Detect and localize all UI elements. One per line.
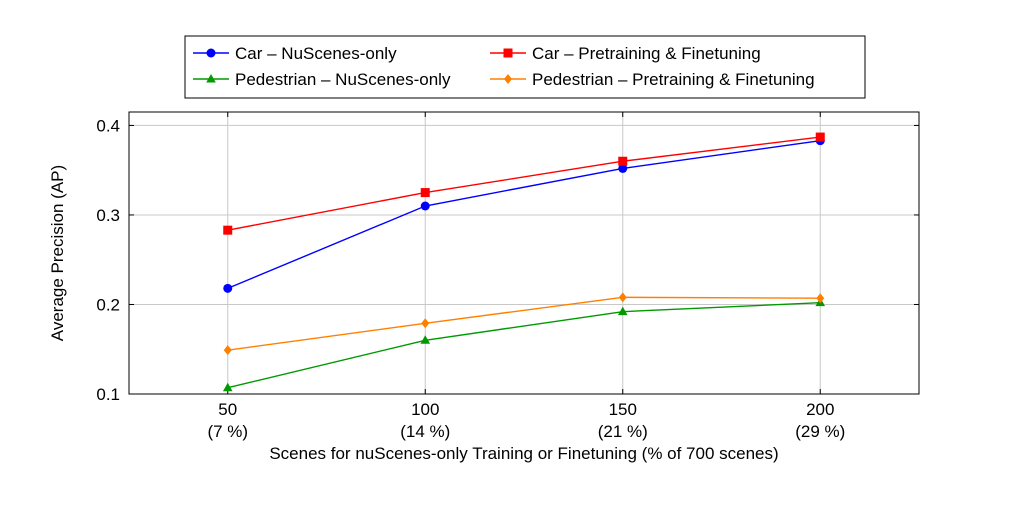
y-tick-label: 0.2 — [96, 295, 120, 314]
x-tick-label: 50 — [218, 400, 237, 419]
data-point — [618, 156, 628, 166]
legend-label: Car – NuScenes-only — [235, 44, 397, 63]
legend-box — [184, 35, 866, 99]
legend-label: Pedestrian – Pretraining & Finetuning — [532, 70, 815, 89]
series-3 — [223, 292, 825, 356]
legend-item: Pedestrian – NuScenes-only — [193, 70, 451, 89]
legend-item: Pedestrian – Pretraining & Finetuning — [490, 70, 815, 89]
x-tick-sublabel: (21 %) — [598, 422, 648, 441]
data-point — [420, 335, 431, 344]
data-point — [617, 306, 628, 316]
series-1 — [223, 132, 825, 235]
legend-marker — [206, 74, 216, 83]
data-point — [421, 318, 430, 329]
series-2 — [222, 297, 826, 392]
x-axis-label: Scenes for nuScenes-only Training or Fin… — [269, 444, 778, 463]
x-tick-sublabel: (14 %) — [400, 422, 450, 441]
legend-marker — [503, 48, 513, 58]
legend-item: Car – Pretraining & Finetuning — [490, 44, 761, 63]
data-point — [420, 201, 430, 211]
data-point — [618, 163, 628, 173]
series-line — [227, 301, 821, 389]
y-tick-label: 0.3 — [96, 206, 120, 225]
series-group — [222, 132, 826, 392]
y-tick-label: 0.4 — [96, 116, 120, 135]
series-line — [227, 139, 821, 290]
data-point — [420, 188, 430, 198]
x-tick-label: 200 — [806, 400, 834, 419]
data-point — [223, 225, 233, 235]
y-tick-label: 0.1 — [96, 385, 120, 404]
axis-ticks: 50 (7 %) 100 (14 %) 150 (21 %) 200 (29 %) 0.1 0.2… — [96, 112, 919, 441]
legend-marker — [206, 48, 216, 58]
legend: Car – NuScenes-only Car – Pretraining & F… — [184, 35, 866, 99]
data-point — [816, 293, 825, 304]
legend-item: Car – NuScenes-only — [193, 44, 397, 63]
series-line — [227, 136, 821, 231]
x-tick-label: 150 — [609, 400, 637, 419]
plot-frame — [128, 111, 920, 395]
series-0 — [223, 136, 825, 293]
data-point — [815, 132, 825, 142]
x-tick-sublabel: (29 %) — [795, 422, 845, 441]
legend-label: Pedestrian – NuScenes-only — [235, 70, 451, 89]
legend-marker — [504, 74, 512, 84]
data-point — [223, 283, 233, 293]
data-point — [223, 345, 232, 356]
x-tick-label: 100 — [411, 400, 439, 419]
data-point — [618, 292, 627, 303]
series-line — [227, 296, 821, 351]
data-point — [222, 382, 233, 392]
legend-label: Car – Pretraining & Finetuning — [532, 44, 761, 63]
x-tick-sublabel: (7 %) — [207, 422, 248, 441]
y-axis-label: Average Precision (AP) — [48, 165, 67, 341]
grid — [129, 112, 919, 395]
